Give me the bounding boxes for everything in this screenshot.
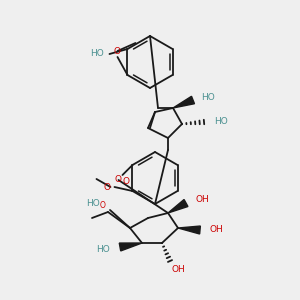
- Text: OH: OH: [196, 194, 210, 203]
- Text: HO: HO: [201, 94, 215, 103]
- Polygon shape: [173, 96, 194, 108]
- Text: O: O: [103, 182, 110, 191]
- Text: O: O: [115, 176, 122, 184]
- Text: OH: OH: [210, 226, 224, 235]
- Text: O: O: [114, 46, 121, 56]
- Text: HO: HO: [86, 200, 100, 208]
- Polygon shape: [119, 243, 142, 251]
- Text: O: O: [100, 202, 106, 211]
- Text: HO: HO: [96, 244, 110, 253]
- Polygon shape: [168, 200, 188, 213]
- Text: HO: HO: [90, 50, 104, 58]
- Text: OH: OH: [172, 265, 186, 274]
- Text: HO: HO: [214, 118, 228, 127]
- Text: O: O: [122, 176, 130, 185]
- Polygon shape: [178, 226, 200, 234]
